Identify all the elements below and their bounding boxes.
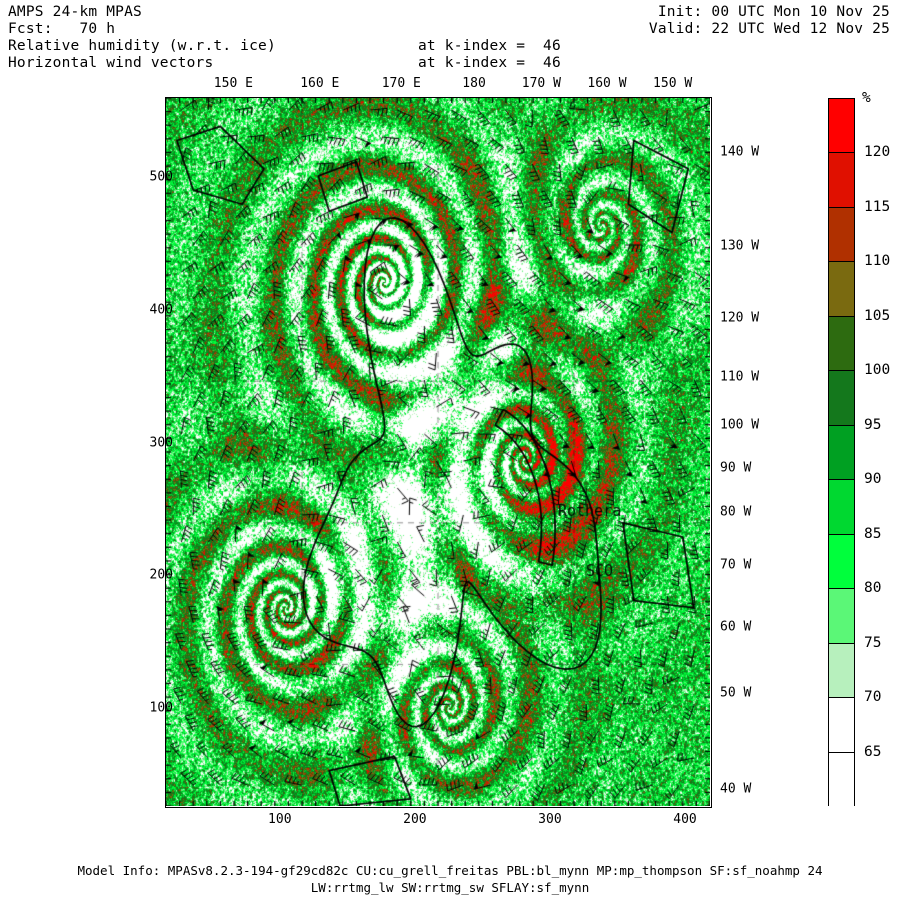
model-info-footer: Model Info: MPASv8.2.3-194-gf29cd82c CU:… <box>0 862 900 896</box>
right-lon-label-140-W: 140 W <box>720 144 760 160</box>
right-lon-label-100-W: 100 W <box>720 417 760 433</box>
y-tick-label-100: 100 <box>149 700 173 716</box>
colorbar-band-11 <box>829 698 854 753</box>
y-tick-label-200: 200 <box>149 567 173 583</box>
x-tick-label-400: 400 <box>673 812 697 827</box>
x-tick-label-300: 300 <box>538 812 562 827</box>
colorbar-band-0 <box>829 99 854 154</box>
y-tick-label-400: 400 <box>149 302 173 318</box>
valid-time: Valid: 22 UTC Wed 12 Nov 25 <box>648 21 890 37</box>
y-tick-label-300: 300 <box>149 435 173 451</box>
colorbar-bands <box>828 98 855 807</box>
colorbar-band-3 <box>829 262 854 317</box>
colorbar-tick-100: 100 <box>864 362 891 379</box>
y-tick-label-500: 500 <box>149 169 173 185</box>
colorbar-tick-95: 95 <box>864 416 882 433</box>
colorbar[interactable] <box>828 98 855 807</box>
right-lon-label-70-W: 70 W <box>720 557 752 573</box>
header-kindex-block: at k-index = 46 at k-index = 46 <box>418 38 561 72</box>
kindex-wind: at k-index = 46 <box>418 55 561 71</box>
x-tick-label-200: 200 <box>403 812 427 827</box>
top-lon-label-160-W: 160 W <box>587 76 627 91</box>
colorbar-tick-90: 90 <box>864 471 882 488</box>
top-lon-label-180: 180 <box>462 76 486 91</box>
header-left-block: AMPS 24-km MPAS Fcst: 70 h Relative humi… <box>8 4 276 72</box>
top-longitude-axis: 150 E 160 E 170 E 180 170 W 160 W 150 W <box>165 76 712 94</box>
model-info-line-1: Model Info: MPASv8.2.3-194-gf29cd82c CU:… <box>77 863 823 878</box>
colorbar-band-4 <box>829 316 854 372</box>
kindex-humidity: at k-index = 46 <box>418 38 561 54</box>
colorbar-tick-120: 120 <box>864 144 891 161</box>
top-lon-label-150-W: 150 W <box>653 76 693 91</box>
model-info-line-2: LW:rrtmg_lw SW:rrtmg_sw SFLAY:sf_mynn <box>310 880 590 895</box>
colorbar-band-10 <box>829 643 854 699</box>
field-label-humidity: Relative humidity (w.r.t. ice) <box>8 38 276 54</box>
right-lon-label-50-W: 50 W <box>720 685 752 701</box>
map-plot-area[interactable] <box>165 97 712 808</box>
product-title: AMPS 24-km MPAS <box>8 4 142 20</box>
right-lon-label-90-W: 90 W <box>720 460 752 476</box>
colorbar-band-9 <box>829 589 854 644</box>
colorbar-unit-label: % <box>862 90 871 106</box>
colorbar-band-7 <box>829 480 854 535</box>
colorbar-band-12 <box>829 752 854 807</box>
right-lon-label-40-W: 40 W <box>720 781 752 797</box>
forecast-hour: Fcst: 70 h <box>8 21 116 37</box>
colorbar-tick-115: 115 <box>864 198 891 215</box>
colorbar-tick-65: 65 <box>864 743 882 760</box>
right-lon-label-120-W: 120 W <box>720 310 760 326</box>
right-lon-label-80-W: 80 W <box>720 504 752 520</box>
header-right-block: Init: 00 UTC Mon 10 Nov 25 Valid: 22 UTC… <box>649 4 890 38</box>
top-lon-label-170-E: 170 E <box>381 76 421 91</box>
top-lon-label-160-E: 160 E <box>300 76 340 91</box>
colorbar-band-1 <box>829 153 854 208</box>
top-lon-label-150-E: 150 E <box>213 76 253 91</box>
colorbar-tick-70: 70 <box>864 689 882 706</box>
field-label-wind: Horizontal wind vectors <box>8 55 214 71</box>
colorbar-tick-110: 110 <box>864 253 891 270</box>
x-tick-label-100: 100 <box>268 812 292 827</box>
right-lon-label-60-W: 60 W <box>720 619 752 635</box>
colorbar-band-2 <box>829 207 854 263</box>
init-time: Init: 00 UTC Mon 10 Nov 25 <box>657 4 890 20</box>
colorbar-tick-105: 105 <box>864 307 891 324</box>
colorbar-band-6 <box>829 425 854 481</box>
colorbar-band-5 <box>829 371 854 426</box>
colorbar-tick-85: 85 <box>864 525 882 542</box>
top-lon-label-170-W: 170 W <box>521 76 561 91</box>
humidity-field-canvas <box>166 98 710 806</box>
colorbar-tick-75: 75 <box>864 634 882 651</box>
colorbar-tick-80: 80 <box>864 580 882 597</box>
right-lon-label-130-W: 130 W <box>720 238 760 254</box>
right-lon-label-110-W: 110 W <box>720 369 760 385</box>
colorbar-band-8 <box>829 534 854 590</box>
